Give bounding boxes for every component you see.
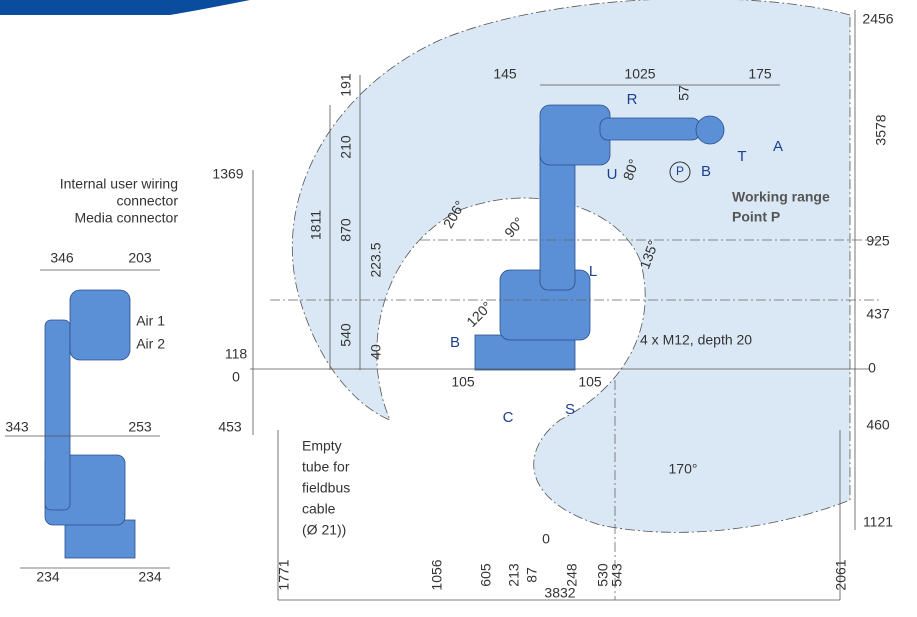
tube-note: (Ø 21)) (302, 522, 346, 538)
dimension-label: 234 (138, 569, 162, 585)
robot-main (474, 104, 725, 371)
tube-note: cable (302, 501, 336, 517)
mounting-note: 4 x M12, depth 20 (640, 332, 752, 348)
axis-label: U (607, 166, 618, 183)
dimension-label: 223.5 (368, 242, 384, 277)
dimension-label: 925 (866, 233, 890, 249)
tube-note: fieldbus (302, 480, 350, 496)
dimension-label: 3578 (873, 114, 889, 145)
dimension-label: 234 (36, 569, 60, 585)
dimension-label: 0 (232, 369, 240, 385)
dimension-label: 1025 (624, 66, 655, 82)
dimension-label: 343 (5, 419, 29, 435)
axis-label: S (565, 401, 575, 418)
dimension-label: 437 (866, 306, 890, 322)
dimension-label: 1369 (212, 166, 243, 182)
axis-label: C (503, 409, 514, 426)
dimension-label: 543 (609, 563, 625, 587)
dimension-label: 3832 (544, 585, 575, 601)
axis-label: L (589, 263, 597, 280)
axis-label: B (701, 163, 711, 180)
dimension-label: 1771 (276, 559, 292, 590)
dimension-label: 145 (493, 66, 517, 82)
dimension-label: 460 (866, 417, 890, 433)
dimension-label: 203 (128, 250, 152, 266)
dimension-label: 453 (218, 419, 242, 435)
dimension-label: 0 (542, 531, 550, 547)
dimension-label: 213 (506, 563, 522, 587)
dimension-label: 105 (451, 374, 475, 390)
dimension-label: 175 (748, 66, 772, 82)
wiring-note: Media connector (74, 210, 178, 226)
dimension-label: 540 (338, 323, 354, 347)
point-p-circle (669, 161, 691, 183)
robot-side (44, 289, 136, 559)
dimension-label: 120° (463, 298, 495, 330)
tube-note: Empty (302, 438, 342, 454)
dimension-label: 90° (501, 214, 527, 241)
dimension-lines (5, 10, 880, 601)
dimension-label: 210 (338, 135, 354, 159)
header-band (0, 0, 250, 15)
dimension-label: 57 (676, 85, 692, 101)
dimension-label: 1056 (429, 559, 445, 590)
dimension-label: 87 (524, 567, 540, 583)
dimension-label: 870 (338, 218, 354, 242)
axis-label: B (450, 334, 460, 351)
tube-note: tube for (302, 459, 350, 475)
axis-label: P (676, 164, 684, 178)
dimension-label: 2061 (833, 559, 849, 590)
dimension-label: 170° (669, 461, 698, 477)
dimension-label: 40 (368, 344, 384, 360)
dimension-label: 605 (478, 563, 494, 587)
wiring-note: Internal user wiring (60, 176, 178, 192)
dimension-label: 0 (868, 360, 876, 376)
working-range-label: Working range (732, 189, 830, 205)
dimension-label: 105 (578, 374, 602, 390)
dimension-label: 253 (128, 419, 152, 435)
axis-label: A (773, 138, 783, 155)
dimension-label: 2456 (862, 11, 893, 27)
dimension-label: 118 (225, 346, 248, 362)
axis-label: T (737, 148, 746, 165)
working-range-label: Point P (732, 209, 780, 225)
dimension-label: 1811 (308, 210, 324, 240)
dimension-label: 191 (338, 73, 354, 97)
dimension-label: 248 (564, 563, 580, 587)
dimension-label: 80° (620, 157, 642, 182)
air-label: Air 2 (136, 336, 165, 352)
air-label: Air 1 (136, 313, 165, 329)
dimension-label: 1121 (863, 514, 893, 530)
dimension-label: 346 (50, 250, 74, 266)
axis-label: R (627, 91, 638, 108)
wiring-note: connector (117, 193, 179, 209)
dimension-label: 530 (595, 563, 611, 587)
